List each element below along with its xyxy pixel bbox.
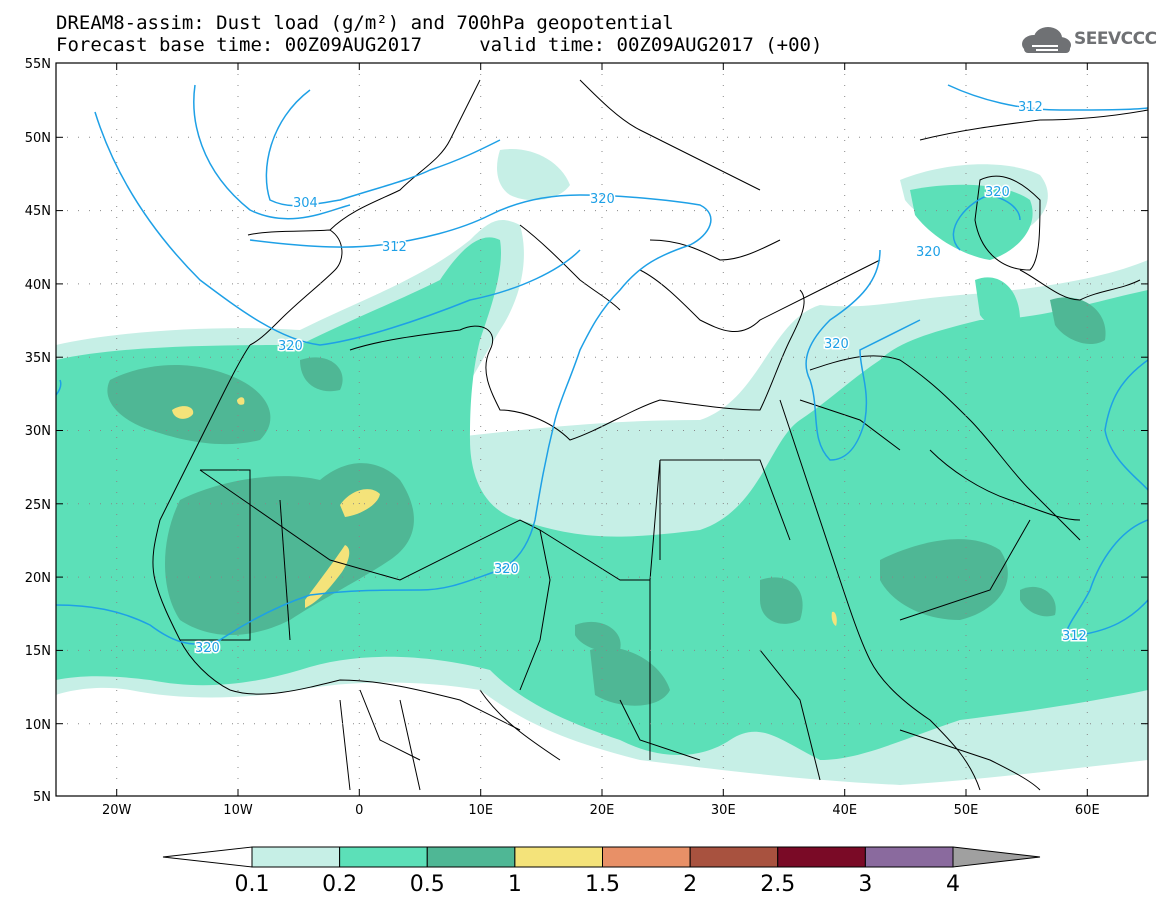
lat-label: 15N [25,644,51,659]
colorbar-frame [251,846,954,868]
colorbar-label: 2.5 [760,872,796,897]
cloud-icon [1022,27,1071,53]
colorbar [162,846,1041,868]
colorbar-segment [777,846,866,868]
lat-label: 25N [25,498,51,513]
lat-label: 45N [25,204,51,219]
colorbar-segment [689,846,779,868]
contour-label: 320 [590,192,615,207]
dust-load-field [56,149,1148,785]
lat-label: 55N [25,57,51,72]
lat-label: 50N [25,131,51,146]
map-subtitle-times: Forecast base time: 00Z09AUG2017 valid t… [56,34,823,56]
colorbar-segment [602,846,691,868]
contour-label: 320 [278,339,303,354]
colorbar-segments [251,846,954,868]
contour-label: 320 [916,245,941,260]
geopotential-contours [56,84,1148,645]
colorbar-segment [514,846,603,868]
lon-label: 20E [590,803,615,818]
lat-label: 10N [25,718,51,733]
colorbar-over-triangle [952,846,1041,868]
lat-label: 40N [25,278,51,293]
colorbar-label: 2 [683,872,698,897]
lon-label: 40E [832,803,857,818]
colorbar-segment [339,846,428,868]
lat-label: 30N [25,424,51,439]
colorbar-segment [426,846,516,868]
contour-label: 312 [1018,100,1043,115]
lat-label: 20N [25,571,51,586]
seevccc-logo: SEEVCCC [1018,26,1158,56]
lat-label: 35N [25,351,51,366]
colorbar-segment [251,846,341,868]
contour-label: 304 [293,196,318,211]
coastlines-borders [152,79,1148,791]
contour-label: 320 [195,641,220,656]
colorbar-label: 0.5 [409,872,445,897]
contour-label: 320 [985,185,1010,200]
colorbar-segment [864,846,954,868]
contour-label: 312 [382,240,407,255]
colorbar-label: 4 [946,872,960,897]
lon-label: 10E [468,803,493,818]
colorbar-label: 1.5 [585,872,620,897]
lat-label: 5N [33,790,51,805]
lon-label: 20W [102,803,132,818]
lon-label: 30E [711,803,736,818]
logo-text: SEEVCCC [1074,29,1157,49]
lon-label: 10W [223,803,253,818]
map-title: DREAM8-assim: Dust load (g/m²) and 700hP… [56,12,674,34]
lon-label: 50E [954,803,979,818]
dust-band-1 [172,397,837,626]
colorbar-label: 3 [858,872,873,897]
colorbar-label: 0.1 [234,872,270,897]
lon-label: 60E [1075,803,1100,818]
contour-label: 320 [494,562,519,577]
axis-ticks [56,62,1148,796]
lon-label: 0 [355,803,363,818]
colorbar-label: 0.2 [322,872,358,897]
colorbar-under-triangle [162,846,253,868]
colorbar-label: 1 [507,872,522,897]
contour-label: 320 [824,337,849,352]
latitude-labels: 55N 50N 45N 40N 35N 30N 25N 20N 15N 10N … [25,57,51,805]
contour-labels: 304 312 320 320 320 320 320 320 320 312 … [194,99,1089,658]
longitude-labels: 20W 10W 0 10E 20E 30E 40E 50E 60E [102,803,1100,818]
contour-label: 312 [1062,629,1087,644]
